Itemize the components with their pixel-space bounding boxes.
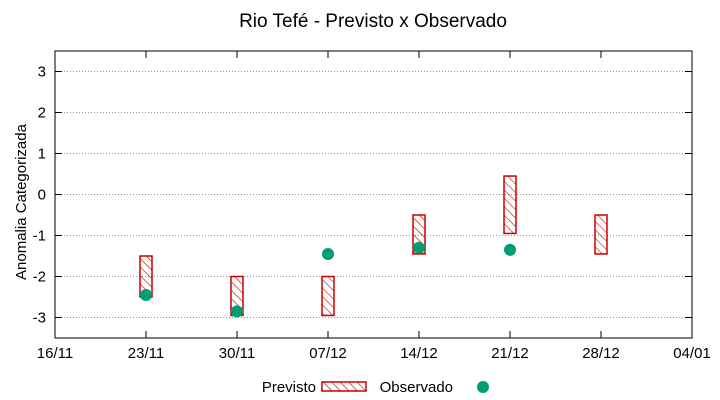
x-tick-label: 04/01 xyxy=(673,345,711,362)
observado-point xyxy=(413,241,425,254)
observado-point xyxy=(504,243,516,256)
y-tick-label: -3 xyxy=(33,310,46,327)
legend-swatch-observado xyxy=(477,381,489,393)
legend: Previsto Observado xyxy=(262,379,489,396)
y-tick-label: 0 xyxy=(38,187,46,204)
x-tick-labels: 16/11 23/11 30/11 07/12 14/12 21/12 28/12 04/01 xyxy=(37,345,711,362)
x-tick-label: 30/11 xyxy=(219,345,255,362)
legend-label-observado: Observado xyxy=(380,379,453,396)
grid-lines xyxy=(55,71,692,318)
x-tick-label: 23/11 xyxy=(128,345,164,362)
y-tick-label: 3 xyxy=(38,64,46,81)
x-tick-label: 07/12 xyxy=(309,345,347,362)
observado-point xyxy=(322,247,334,260)
y-tick-label: 1 xyxy=(38,146,46,163)
axis-ticks xyxy=(54,51,693,338)
y-tick-labels: 3 2 1 0 -1 -2 -3 xyxy=(33,64,46,327)
x-tick-label: 16/11 xyxy=(37,345,73,362)
previsto-box xyxy=(321,275,335,317)
observado-point xyxy=(140,288,152,301)
observado-point xyxy=(231,305,243,318)
observado-series xyxy=(140,241,516,318)
x-tick-label: 28/12 xyxy=(582,345,620,362)
previsto-box xyxy=(503,175,517,235)
y-tick-label: -1 xyxy=(33,228,46,245)
previsto-series xyxy=(139,175,608,317)
x-tick-label: 14/12 xyxy=(400,345,438,362)
legend-swatch-previsto xyxy=(321,381,367,392)
chart-title: Rio Tefé - Previsto x Observado xyxy=(239,11,507,32)
x-tick-label: 21/12 xyxy=(491,345,529,362)
y-tick-label: -2 xyxy=(33,269,46,286)
y-tick-label: 2 xyxy=(38,105,46,122)
y-axis-label: Anomalia Categorizada xyxy=(13,123,30,280)
legend-label-previsto: Previsto xyxy=(262,379,316,396)
previsto-box xyxy=(594,214,608,255)
